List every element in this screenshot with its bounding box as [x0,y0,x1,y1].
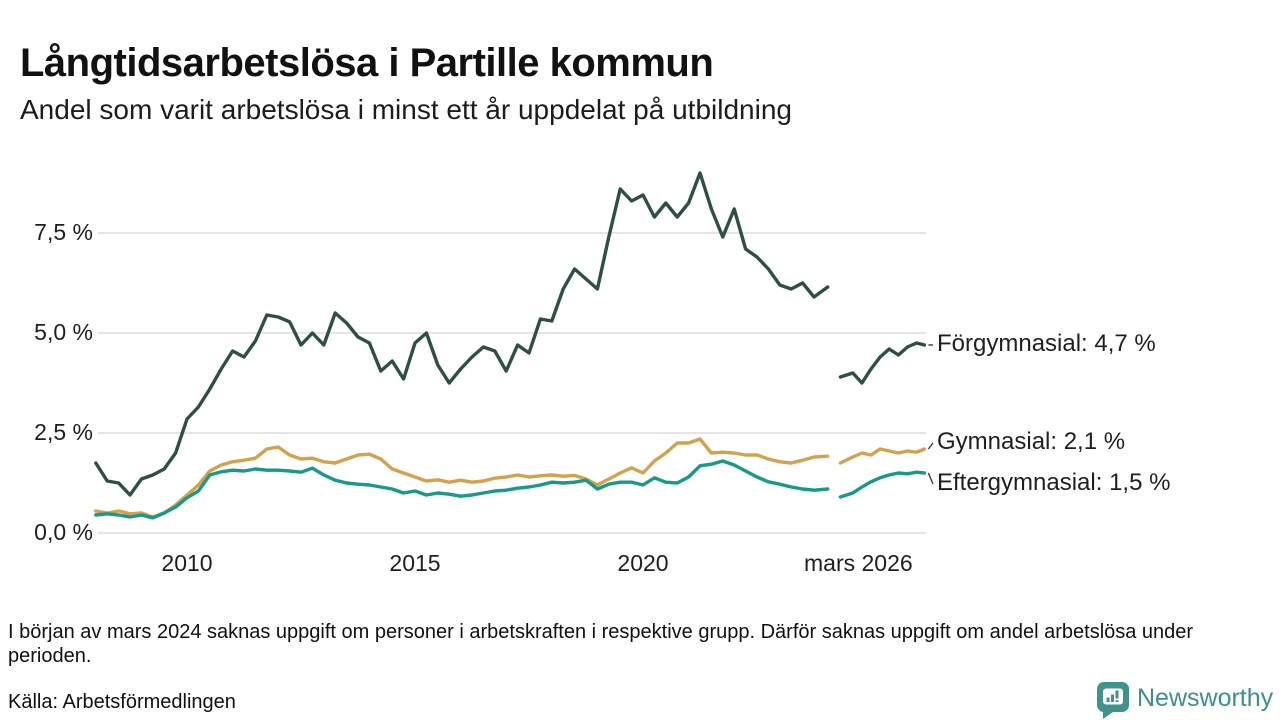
chart-canvas [94,171,934,534]
label-connector [927,472,934,485]
newsworthy-wordmark: Newsworthy [1137,683,1274,712]
newsworthy-logo: Newsworthy [1096,681,1273,719]
source-label: Källa: Arbetsförmedlingen [8,691,236,713]
y-axis-tick-label: 2,5 % [34,419,93,445]
series-line-eftergymnasial [94,459,830,520]
series-end-label-förgymnasial: Förgymnasial: 4,7 % [937,330,1156,357]
series-line-gymnasial [838,447,927,465]
x-axis-tick-label: 2015 [389,550,441,576]
label-connector [927,442,934,450]
x-axis-tick-label: mars 2026 [804,550,913,576]
series-line-förgymnasial [94,171,830,497]
series-end-label-gymnasial: Gymnasial: 2,1 % [937,428,1126,455]
x-axis-tick-label: 2020 [617,550,669,576]
series-end-label-eftergymnasial: Eftergymnasial: 1,5 % [937,469,1171,496]
y-axis-tick-label: 0,0 % [34,519,93,545]
y-axis-tick-label: 7,5 % [34,219,93,245]
page-subtitle: Andel som varit arbetslösa i minst ett å… [20,94,792,125]
footnote: I början av mars 2024 saknas uppgift om … [8,621,1194,668]
series-line-förgymnasial [838,341,927,385]
newsworthy-logo-icon [1096,682,1129,719]
y-axis-tick-label: 5,0 % [34,319,93,345]
series-line-gymnasial [94,437,830,519]
page-title: Långtidsarbetslösa i Partille kommun [20,40,714,85]
x-axis-tick-label: 2010 [161,550,213,576]
line-chart: 0,0 % 2,5 % 5,0 % 7,5 % 2010 2015 2020 mars 202… [0,150,1280,610]
series-line-eftergymnasial [838,470,927,499]
